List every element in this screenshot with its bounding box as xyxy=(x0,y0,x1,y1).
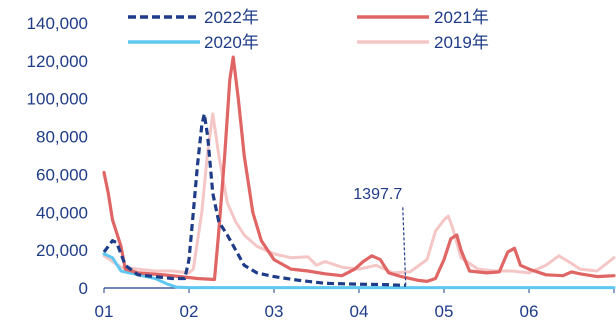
y-tick-label: 40,000 xyxy=(36,203,88,222)
x-tick-label: 01 xyxy=(95,302,114,321)
y-tick-label: 0 xyxy=(79,279,88,298)
series-line-0 xyxy=(102,112,406,287)
x-tick-label: 05 xyxy=(435,302,454,321)
series-layer xyxy=(102,55,616,290)
series-line-2 xyxy=(102,252,616,290)
annotation-leader-line xyxy=(402,206,407,286)
x-tick-label: 02 xyxy=(180,302,199,321)
x-tick-label: 06 xyxy=(520,302,539,321)
annotation-label: 1397.7 xyxy=(353,186,402,203)
y-tick-label: 100,000 xyxy=(27,90,88,109)
legend-label-3: 2019年 xyxy=(434,33,489,52)
legend: 2022年 2021年 2020年 2019年 xyxy=(128,8,489,52)
y-tick-label: 80,000 xyxy=(36,128,88,147)
y-tick-label: 20,000 xyxy=(36,241,88,260)
annotation-layer: 1397.7 xyxy=(353,186,407,286)
y-tick-label: 60,000 xyxy=(36,165,88,184)
legend-label-0: 2022年 xyxy=(204,8,259,27)
y-tick-label: 120,000 xyxy=(27,52,88,71)
series-line-3 xyxy=(102,112,616,275)
legend-label-1: 2021年 xyxy=(434,8,489,27)
y-tick-label: 140,000 xyxy=(27,14,88,33)
legend-label-2: 2020年 xyxy=(204,33,259,52)
y-axis-tick-labels: 0 20,000 40,000 60,000 80,000 100,000 120,000 1… xyxy=(27,14,88,298)
x-axis: 01 02 03 04 05 06 xyxy=(95,287,615,321)
x-tick-label: 03 xyxy=(265,302,284,321)
series-line-1 xyxy=(102,55,616,283)
x-tick-label: 04 xyxy=(350,302,369,321)
